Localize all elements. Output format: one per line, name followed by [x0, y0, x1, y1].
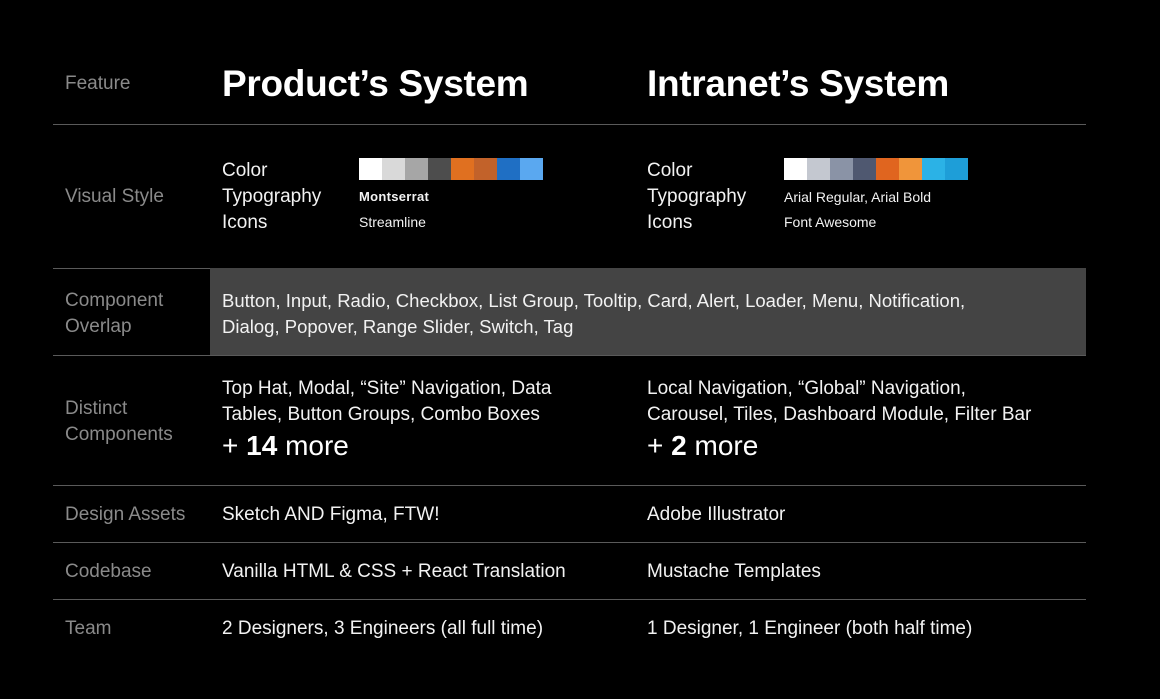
component-overlap-band — [210, 268, 1086, 355]
product-more-suffix: more — [277, 430, 349, 461]
component-overlap-label-line2: Overlap — [65, 316, 132, 337]
product-distinct-line1: Top Hat, Modal, “Site” Navigation, Data — [222, 378, 552, 399]
intranet-distinct-line1: Local Navigation, “Global” Navigation, — [647, 378, 966, 399]
intranet-color-label: Color — [647, 160, 693, 181]
intranet-color-swatch — [922, 158, 945, 180]
codebase-label: Codebase — [65, 561, 152, 582]
distinct-components-label: Distinct Components — [65, 396, 173, 448]
product-color-swatch — [359, 158, 382, 180]
design-assets-label: Design Assets — [65, 504, 186, 525]
intranet-codebase: Mustache Templates — [647, 561, 821, 582]
intranet-distinct-line2: Carousel, Tiles, Dashboard Module, Filte… — [647, 404, 1032, 425]
header-intranet-title: Intranet’s System — [647, 63, 949, 104]
component-overlap-line2: Dialog, Popover, Range Slider, Switch, T… — [222, 316, 574, 337]
distinct-components-label-line2: Components — [65, 424, 173, 445]
intranet-color-swatch — [876, 158, 899, 180]
visual-style-label: Visual Style — [65, 186, 164, 207]
intranet-typography-label: Typography — [647, 186, 747, 207]
product-color-label: Color — [222, 160, 268, 181]
intranet-color-swatch — [945, 158, 968, 180]
intranet-color-swatch — [853, 158, 876, 180]
product-icons-label: Icons — [222, 212, 268, 233]
intranet-color-swatch — [899, 158, 922, 180]
product-color-palette — [359, 158, 543, 180]
intranet-color-swatch — [807, 158, 830, 180]
header-divider — [53, 124, 1086, 125]
product-color-swatch — [428, 158, 451, 180]
product-distinct-line2: Tables, Button Groups, Combo Boxes — [222, 404, 540, 425]
product-design-assets: Sketch AND Figma, FTW! — [222, 504, 440, 525]
intranet-more-prefix: + — [647, 430, 672, 461]
product-codebase: Vanilla HTML & CSS + React Translation — [222, 561, 566, 582]
component-overlap-list: Button, Input, Radio, Checkbox, List Gro… — [222, 288, 965, 340]
intranet-distinct-components: Local Navigation, “Global” Navigation, C… — [647, 376, 1031, 428]
product-color-swatch — [474, 158, 497, 180]
product-distinct-components: Top Hat, Modal, “Site” Navigation, Data … — [222, 376, 552, 428]
product-color-swatch — [405, 158, 428, 180]
product-more-number: 14 — [246, 430, 278, 461]
intranet-more-suffix: more — [686, 430, 759, 461]
product-typography-value: Montserrat — [359, 189, 430, 204]
codebase-divider — [53, 599, 1086, 600]
component-overlap-line1: Button, Input, Radio, Checkbox, List Gro… — [222, 290, 966, 311]
intranet-color-swatch — [784, 158, 807, 180]
intranet-more-count: + 2 more — [647, 429, 758, 463]
product-color-swatch — [382, 158, 405, 180]
distinct-components-label-line1: Distinct — [65, 398, 128, 419]
component-overlap-divider — [53, 355, 1086, 356]
product-color-swatch — [497, 158, 520, 180]
header-product-title: Product’s System — [222, 63, 529, 104]
product-color-swatch — [451, 158, 474, 180]
distinct-components-divider — [53, 485, 1086, 486]
component-overlap-label: Component Overlap — [65, 288, 163, 340]
intranet-typography-value: Arial Regular, Arial Bold — [784, 189, 932, 205]
intranet-visual-style: Color Typography Icons — [647, 158, 746, 236]
component-overlap-label-line1: Component — [65, 290, 164, 311]
header-feature-label: Feature — [65, 73, 131, 94]
product-team: 2 Designers, 3 Engineers (all full time) — [222, 618, 544, 639]
intranet-icons-value: Font Awesome — [784, 214, 877, 230]
intranet-color-swatch — [830, 158, 853, 180]
intranet-team: 1 Designer, 1 Engineer (both half time) — [647, 618, 973, 639]
product-more-count: + 14 more — [222, 429, 349, 463]
product-color-swatch — [520, 158, 543, 180]
product-visual-style: Color Typography Icons — [222, 158, 321, 236]
product-icons-value: Streamline — [359, 214, 426, 230]
intranet-more-number: 2 — [671, 430, 687, 461]
intranet-icons-label: Icons — [647, 212, 693, 233]
team-label: Team — [65, 618, 112, 639]
intranet-design-assets: Adobe Illustrator — [647, 504, 786, 525]
product-typography-label: Typography — [222, 186, 322, 207]
product-more-prefix: + — [222, 430, 247, 461]
intranet-color-palette — [784, 158, 968, 180]
design-assets-divider — [53, 542, 1086, 543]
